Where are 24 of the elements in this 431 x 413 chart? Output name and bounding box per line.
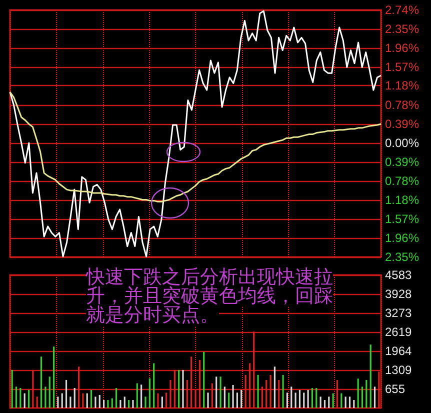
y-tick-label: 2619 [385, 324, 412, 339]
y-tick-label: 4583 [385, 268, 412, 282]
y-tick-label: 0.39% [385, 117, 420, 132]
y-tick-label: 1.57% [385, 60, 420, 74]
y-tick-label: 1309 [385, 363, 412, 378]
y-tick-label: 1.18% [385, 78, 420, 93]
y-tick-label: 655 [385, 382, 406, 396]
y-tick-label: 0.78% [385, 98, 420, 112]
y-tick-label: 1964 [385, 344, 412, 358]
y-tick-label: 0.78% [385, 174, 420, 188]
y-tick-label: 1.96% [385, 231, 420, 246]
y-tick-label: 1.96% [385, 40, 420, 55]
y-tick-label: 3928 [385, 287, 412, 302]
y-tick-label: 0.00% [385, 136, 420, 150]
y-tick-label: 2.74% [385, 3, 420, 17]
line-series [9, 91, 382, 202]
y-tick-label: 1.57% [385, 212, 420, 226]
y-tick-label: 3273 [385, 306, 412, 320]
annotation: 快速下跌之后分析出现快速拉升，并且突破黄色均线，回踩就是分时买点。 [86, 267, 333, 326]
y-tick-label: 2.35% [385, 250, 420, 264]
y-tick-label: 0.39% [385, 154, 420, 169]
y-tick-label: 1.18% [385, 193, 420, 208]
line-series [9, 10, 382, 258]
y-tick-label: 2.35% [385, 22, 420, 36]
